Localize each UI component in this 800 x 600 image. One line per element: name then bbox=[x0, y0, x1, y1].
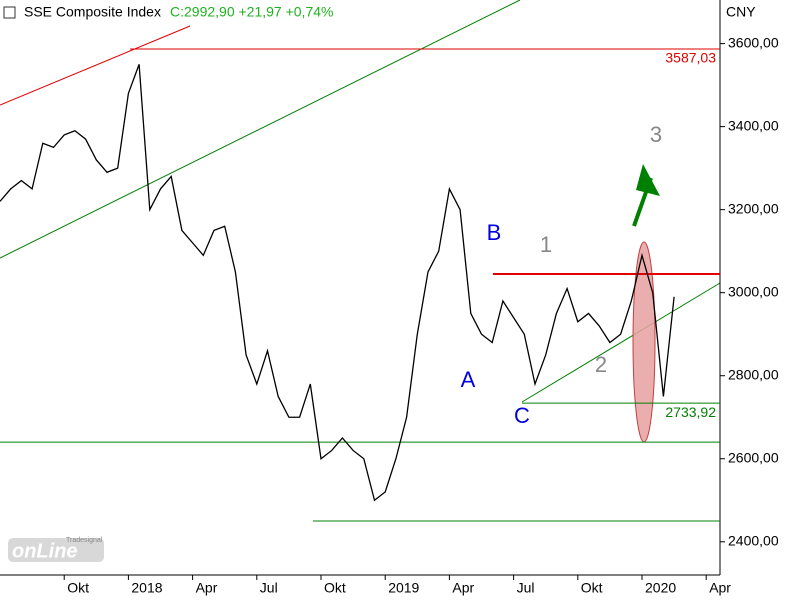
logo-big: onLine bbox=[12, 540, 78, 562]
logo: Tradesignal onLine bbox=[8, 537, 104, 562]
wave-label: B bbox=[487, 220, 502, 245]
trend-line bbox=[0, 25, 191, 106]
wave-label: 1 bbox=[540, 232, 552, 257]
y-tick-label: 3000,00 bbox=[728, 283, 779, 299]
currency: CNY bbox=[726, 4, 756, 20]
y-tick-label: 3400,00 bbox=[728, 117, 779, 133]
x-tick-label: Okt bbox=[67, 580, 89, 596]
x-tick-label: 2019 bbox=[388, 580, 419, 596]
logo-small: Tradesignal bbox=[66, 537, 103, 544]
arrow bbox=[632, 164, 660, 227]
y-tick-label: 2600,00 bbox=[728, 449, 779, 465]
chart-title: SSE Composite Index bbox=[24, 4, 161, 20]
x-tick-label: Apr bbox=[452, 580, 474, 596]
x-tick-label: Apr bbox=[709, 580, 731, 596]
trend-line bbox=[0, 0, 521, 259]
level-label: 3587,03 bbox=[665, 50, 716, 66]
x-tick-label: 2020 bbox=[645, 580, 676, 596]
x-tick-label: Apr bbox=[196, 580, 218, 596]
wave-label: 2 bbox=[595, 352, 607, 377]
x-tick-label: Jul bbox=[260, 580, 278, 596]
quote: C:2992,90 +21,97 +0,74% bbox=[170, 4, 333, 20]
x-tick-label: Jul bbox=[517, 580, 535, 596]
wave-label: 3 bbox=[650, 122, 662, 147]
price-line bbox=[0, 64, 675, 502]
x-tick-label: Okt bbox=[581, 580, 603, 596]
wave-label: C bbox=[514, 403, 530, 428]
icon bbox=[3, 6, 16, 19]
highlight-ellipse bbox=[632, 241, 656, 443]
level-label: 2733,92 bbox=[665, 404, 716, 420]
y-tick-label: 3600,00 bbox=[728, 34, 779, 50]
y-tick-label: 2400,00 bbox=[728, 532, 779, 548]
x-tick-label: 2018 bbox=[131, 580, 162, 596]
wave-label: A bbox=[461, 367, 476, 392]
x-tick-label: Okt bbox=[324, 580, 346, 596]
trend-line bbox=[521, 282, 721, 403]
y-tick-label: 3200,00 bbox=[728, 200, 779, 216]
y-tick-label: 2800,00 bbox=[728, 366, 779, 382]
